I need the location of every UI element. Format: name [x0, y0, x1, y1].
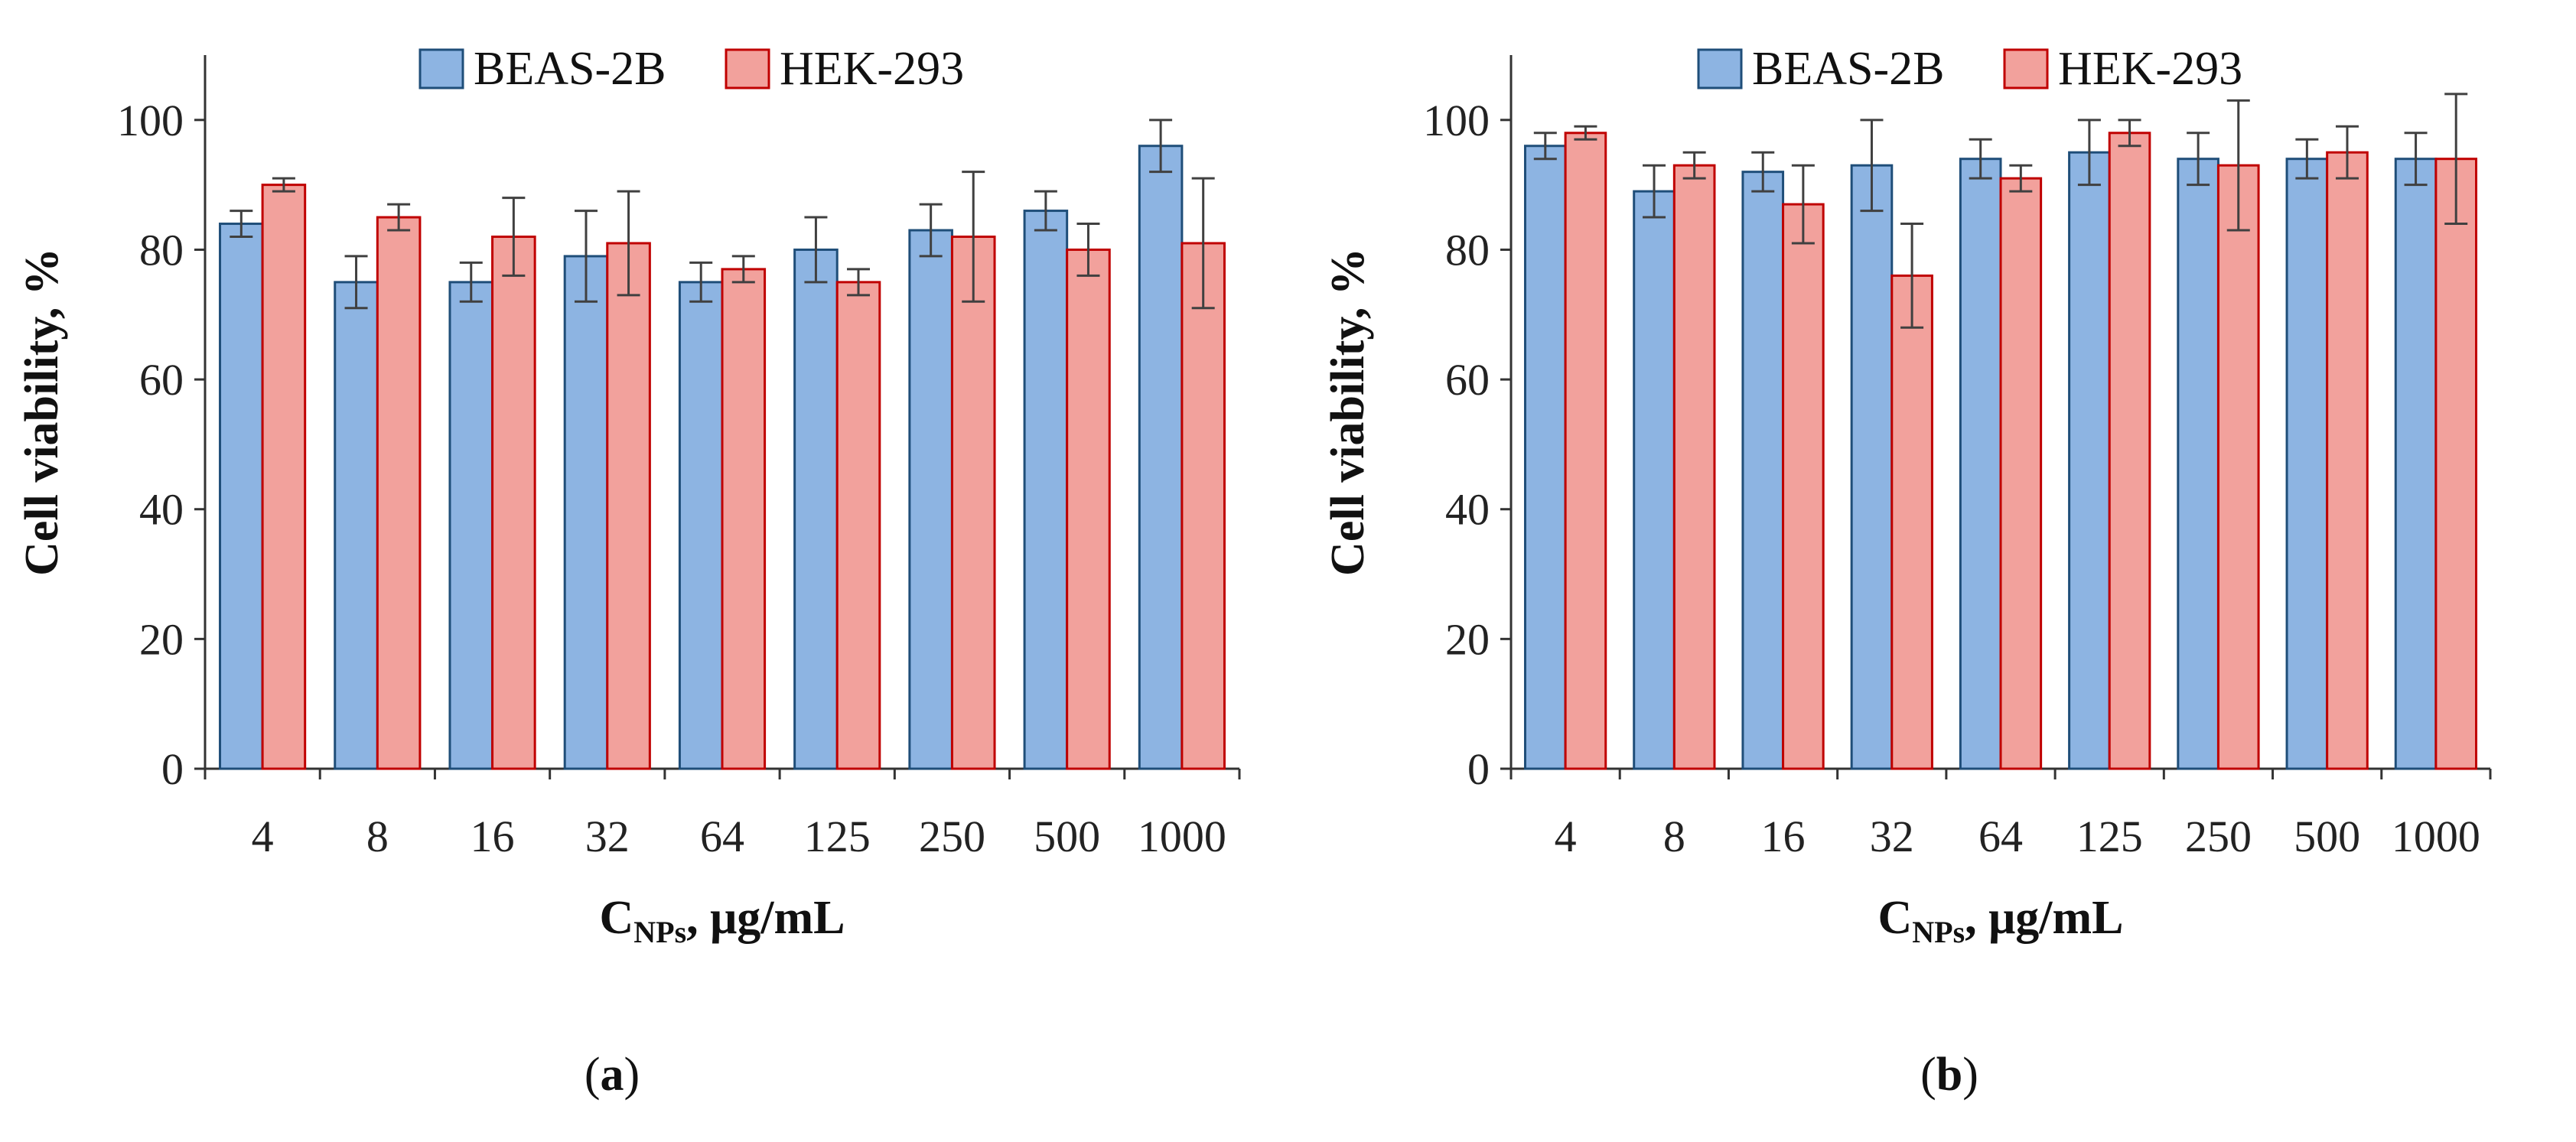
bar-hek-293-1000: [1181, 242, 1226, 770]
x-tick-label: 250: [919, 812, 985, 861]
bar-hek-293-500: [2326, 151, 2369, 770]
x-tick-label: 32: [1870, 812, 1914, 861]
x-tick-label: 4: [252, 812, 274, 861]
bar-beas-2b-500: [1023, 210, 1069, 770]
bar-beas-2b-500: [2285, 158, 2329, 770]
panel-label: (a): [585, 1049, 640, 1101]
y-axis-title: Cell viability, %: [16, 248, 68, 576]
legend-swatch-beas-2b: [1697, 48, 1743, 89]
x-tick-label: 1000: [1138, 812, 1226, 861]
y-tick-label: 0: [1467, 744, 1490, 794]
bar-beas-2b-8: [1633, 190, 1676, 770]
x-tick-label: 8: [1663, 812, 1685, 861]
x-tick-label: 64: [1978, 812, 2023, 861]
bar-beas-2b-125: [2068, 151, 2111, 770]
y-tick-label: 100: [117, 96, 184, 145]
bar-hek-293-1000: [2434, 158, 2478, 770]
bar-beas-2b-250: [2177, 158, 2219, 770]
x-tick-label: 125: [2076, 812, 2143, 861]
x-tick-label: 4: [1555, 812, 1577, 861]
x-tick-label: 500: [2294, 812, 2360, 861]
panel-label: (b): [1920, 1049, 1978, 1101]
y-tick-label: 20: [139, 614, 184, 664]
chart-panel-a: 0 20 40 60 80 100 4 8 16 32 64 125 250 500 1000 Cell vi…: [16, 43, 1241, 1101]
bar-beas-2b-16: [1741, 171, 1785, 770]
x-tick-label: 32: [585, 812, 630, 861]
x-tick-label: 16: [1761, 812, 1806, 861]
bar-beas-2b-4: [219, 223, 264, 770]
x-tick-label: 16: [471, 812, 515, 861]
x-axis-title: CNPs, μg/mL: [1877, 892, 2123, 949]
legend-swatch-hek-293: [725, 48, 770, 89]
bar-beas-2b-250: [908, 229, 953, 770]
y-axis-title: Cell viability, %: [1322, 248, 1374, 576]
bar-beas-2b-4: [1523, 145, 1567, 770]
bar-beas-2b-16: [448, 281, 494, 770]
bar-hek-293-4: [261, 184, 307, 770]
bar-hek-293-64: [721, 268, 767, 770]
bar-hek-293-32: [606, 242, 651, 770]
x-tick-label: 64: [700, 812, 744, 861]
y-tick-label: 40: [139, 485, 184, 535]
chart-panel-b: 0 20 40 60 80 100 4 8 16 32 64 125 250 500 1000 Cell vi…: [1322, 43, 2492, 1101]
bar-beas-2b-125: [793, 248, 839, 770]
y-tick-label: 100: [1423, 96, 1490, 145]
x-axis-title: CNPs, μg/mL: [599, 892, 845, 949]
x-tick-label: 1000: [2392, 812, 2480, 861]
legend-label: BEAS-2B: [474, 43, 666, 95]
bar-hek-293-4: [1564, 132, 1607, 770]
bar-beas-2b-1000: [1138, 145, 1184, 770]
bar-beas-2b-64: [1959, 158, 2002, 770]
x-tick-label: 8: [366, 812, 389, 861]
legend-label: HEK-293: [2058, 43, 2242, 95]
bar-hek-293-250: [2216, 164, 2260, 770]
legend-label: HEK-293: [780, 43, 964, 95]
y-tick-label: 0: [161, 744, 184, 794]
bar-beas-2b-64: [678, 281, 724, 770]
bar-beas-2b-1000: [2394, 158, 2438, 770]
legend-label: BEAS-2B: [1752, 43, 1944, 95]
bar-hek-293-8: [376, 216, 422, 770]
bar-hek-293-64: [1999, 177, 2043, 770]
bar-hek-293-250: [950, 235, 996, 770]
legend-swatch-hek-293: [2003, 48, 2049, 89]
bar-beas-2b-32: [1850, 164, 1894, 770]
x-tick-label: 125: [804, 812, 871, 861]
y-tick-label: 60: [1445, 355, 1490, 405]
y-tick-label: 80: [1445, 225, 1490, 275]
bar-beas-2b-8: [334, 281, 379, 770]
y-tick-label: 40: [1445, 485, 1490, 535]
x-tick-label: 250: [2185, 812, 2252, 861]
bar-hek-293-16: [1782, 203, 1825, 770]
y-tick-label: 20: [1445, 614, 1490, 664]
bar-hek-293-32: [1890, 274, 1933, 770]
bar-beas-2b-32: [563, 255, 609, 770]
y-tick-label: 80: [139, 225, 184, 275]
x-tick-label: 500: [1034, 812, 1100, 861]
bar-hek-293-125: [2108, 132, 2151, 770]
bar-hek-293-125: [835, 281, 881, 770]
bar-hek-293-16: [491, 235, 536, 770]
y-tick-label: 60: [139, 355, 184, 405]
bar-hek-293-500: [1066, 248, 1111, 770]
legend-swatch-beas-2b: [418, 48, 464, 89]
bar-hek-293-8: [1672, 164, 1716, 770]
